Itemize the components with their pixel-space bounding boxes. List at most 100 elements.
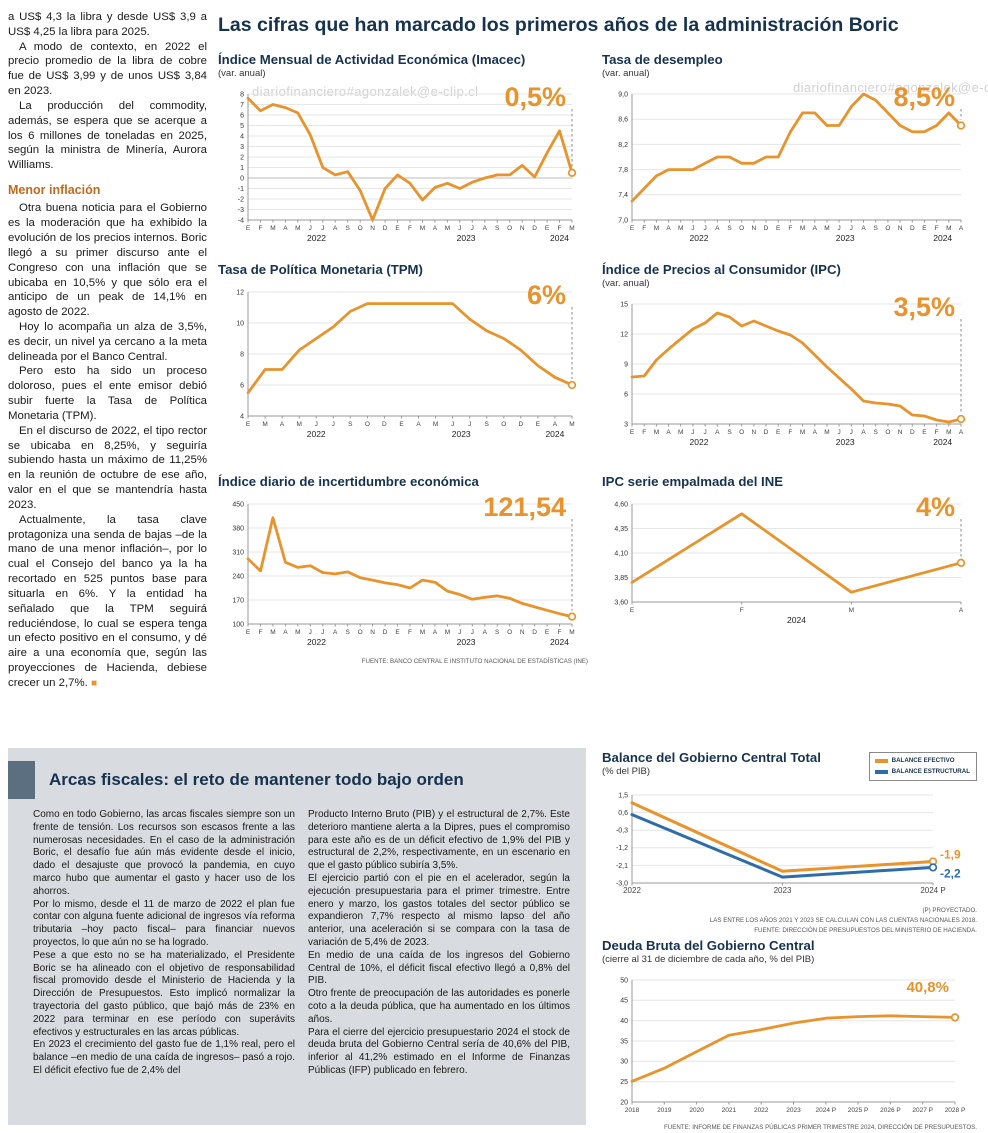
svg-text:310: 310: [232, 549, 244, 556]
paragraph: FUENTE: DIRECCIÓN DE PRESUPUESTOS DEL MI…: [754, 926, 977, 934]
balance-line-chart: 1,5 0,6 -0,3 -1,2 -2,1 -3,0 2022 2023 2024 P -1,9…: [602, 781, 977, 906]
svg-text:35: 35: [620, 1038, 628, 1045]
svg-text:380: 380: [232, 525, 244, 532]
svg-text:A: A: [483, 629, 488, 636]
svg-text:2026 P: 2026 P: [880, 1107, 901, 1114]
svg-text:A: A: [433, 629, 438, 636]
svg-text:M: M: [654, 225, 659, 232]
title-accent-bar: [8, 761, 35, 799]
article-paragraphs-inflation: Otra buena noticia para el Gobierno es l…: [8, 201, 207, 512]
svg-text:E: E: [395, 225, 400, 232]
svg-text:2: 2: [240, 154, 244, 161]
article-last-paragraph: Actualmente, la tasa clave protagoniza u…: [8, 513, 207, 691]
svg-text:J: J: [471, 225, 474, 232]
svg-text:2019: 2019: [657, 1107, 672, 1114]
paragraph: El ejercicio partió con el pie en el ace…: [308, 872, 570, 948]
svg-text:9,0: 9,0: [618, 91, 628, 98]
svg-text:F: F: [259, 629, 263, 636]
fiscal-title: Arcas fiscales: el reto de mantener todo…: [49, 770, 464, 789]
svg-text:4: 4: [240, 413, 244, 420]
ipc-empalmado-line-chart: 4,60 4,35 4,10 3,85 3,60 E F M A 2024 4%: [602, 490, 977, 635]
svg-text:450: 450: [232, 501, 244, 508]
svg-text:2024: 2024: [545, 429, 564, 439]
svg-text:-1,2: -1,2: [616, 845, 628, 852]
svg-text:E: E: [399, 421, 404, 428]
svg-text:M: M: [295, 629, 300, 636]
svg-text:E: E: [246, 629, 251, 636]
svg-text:S: S: [874, 225, 879, 232]
svg-text:2023: 2023: [836, 437, 855, 447]
svg-text:2024: 2024: [933, 437, 952, 447]
svg-text:J: J: [321, 629, 324, 636]
article-end-mark-icon: ■: [90, 677, 97, 689]
chart-ipc-empalmado: IPC serie empalmada del INE 4,60 4,35 4,10…: [602, 474, 977, 635]
svg-text:F: F: [935, 429, 939, 436]
svg-text:N: N: [898, 429, 903, 436]
chart-title: Tasa de Política Monetaria (TPM): [218, 262, 423, 277]
chart-imacec: Índice Mensual de Actividad Económica (I…: [218, 52, 588, 253]
svg-text:7,0: 7,0: [618, 217, 628, 224]
svg-text:E: E: [630, 225, 635, 232]
svg-text:E: E: [630, 607, 635, 614]
paragraph: Para el cierre del ejercicio presupuesta…: [308, 1026, 570, 1076]
paragraph: En 2023 el crecimiento del gasto fue de …: [33, 1039, 295, 1076]
svg-text:S: S: [727, 429, 732, 436]
svg-text:M: M: [946, 225, 951, 232]
svg-text:E: E: [630, 429, 635, 436]
svg-text:3,5%: 3,5%: [893, 292, 955, 322]
paragraph: La producción del commodity, además, se …: [8, 99, 207, 172]
deuda-line-chart: 50 45 40 35 30 25 20 2018 2019 2020 2021 2022 2023 20…: [602, 966, 977, 1123]
paragraph: FUENTE: INFORME DE FINANZAS PÚBLICAS PRI…: [664, 1124, 977, 1131]
legend-label: BALANCE EFECTIVO: [891, 757, 955, 764]
chart-balance: Balance del Gobierno Central Total (% de…: [602, 750, 977, 936]
svg-text:D: D: [382, 421, 387, 428]
svg-text:S: S: [485, 421, 490, 428]
svg-text:F: F: [788, 225, 792, 232]
svg-text:F: F: [642, 225, 646, 232]
balance-header: Balance del Gobierno Central Total (% de…: [602, 750, 977, 782]
chart-title: Índice de Precios al Consumidor (IPC): [602, 262, 841, 277]
svg-text:J: J: [458, 629, 461, 636]
svg-text:4%: 4%: [916, 492, 955, 522]
fiscal-title-row: Arcas fiscales: el reto de mantener todo…: [8, 748, 586, 799]
svg-text:30: 30: [620, 1059, 628, 1066]
svg-text:2022: 2022: [307, 429, 326, 439]
svg-text:2023: 2023: [786, 1107, 801, 1114]
article-subhead: Menor inflación: [8, 183, 101, 198]
chart-subtitle: (var. anual): [602, 278, 650, 289]
svg-text:S: S: [346, 629, 351, 636]
svg-text:40,8%: 40,8%: [906, 979, 949, 996]
chart-title: Tasa de desempleo: [602, 52, 723, 67]
svg-text:2022: 2022: [754, 1107, 769, 1114]
charts-source: FUENTE: BANCO CENTRAL E INSTITUTO NACION…: [361, 658, 588, 665]
svg-text:O: O: [885, 429, 890, 436]
svg-text:2018: 2018: [625, 1107, 640, 1114]
tpm-line-chart: 12 10 8 6 4 E M A M J J S O D E A M J J S O D E A M 2022 2023 2024 6…: [218, 278, 588, 449]
svg-text:7,4: 7,4: [618, 192, 628, 199]
svg-text:S: S: [874, 429, 879, 436]
svg-text:M: M: [445, 225, 450, 232]
svg-text:S: S: [727, 225, 732, 232]
svg-text:O: O: [507, 225, 512, 232]
svg-text:2023: 2023: [457, 637, 476, 647]
svg-text:M: M: [569, 629, 574, 636]
svg-text:F: F: [642, 429, 646, 436]
svg-text:8: 8: [240, 91, 244, 98]
svg-text:D: D: [383, 629, 388, 636]
svg-text:2022: 2022: [307, 233, 326, 243]
article-paragraphs-top: a US$ 4,3 la libra y desde US$ 3,9 a US$…: [8, 10, 207, 173]
svg-text:S: S: [495, 225, 500, 232]
svg-text:8,2: 8,2: [618, 142, 628, 149]
svg-text:J: J: [837, 429, 840, 436]
legend-item-efectivo: BALANCE EFECTIVO: [874, 756, 970, 767]
svg-text:8,5%: 8,5%: [893, 82, 955, 112]
svg-text:2020: 2020: [689, 1107, 704, 1114]
svg-text:A: A: [666, 225, 671, 232]
paragraph: Pero esto ha sido un proceso doloroso, p…: [8, 365, 207, 422]
svg-text:E: E: [545, 225, 550, 232]
left-article: a US$ 4,3 la libra y desde US$ 3,9 a US$…: [8, 10, 207, 691]
svg-text:2021: 2021: [722, 1107, 737, 1114]
svg-text:5: 5: [240, 123, 244, 130]
svg-text:F: F: [259, 225, 263, 232]
